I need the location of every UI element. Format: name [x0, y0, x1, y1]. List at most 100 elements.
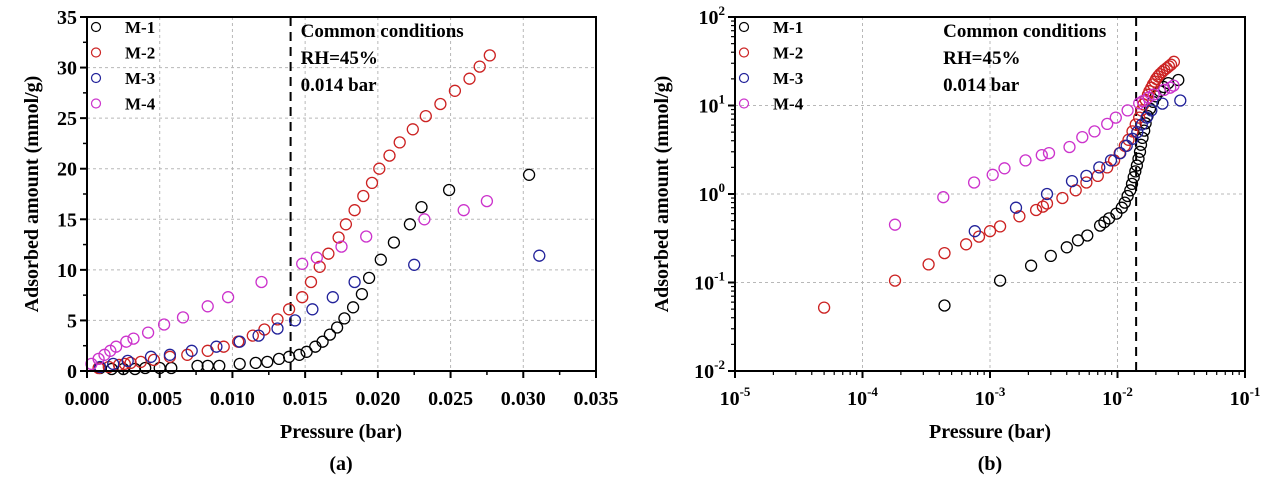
- data-point: [986, 168, 999, 181]
- data-point: [938, 299, 951, 312]
- x-tick-label: 0.035: [574, 388, 619, 410]
- data-point: [1040, 197, 1054, 210]
- data-point: [355, 287, 369, 301]
- data-point: [332, 231, 345, 244]
- data-point: [1156, 97, 1169, 110]
- x-tick-labels: 10-5 10-4 10-3 10-2 10-1: [720, 384, 1261, 410]
- data-point: [252, 329, 265, 342]
- data-point: [959, 238, 973, 251]
- y-tick-labels: 0 5 10 15 20 25 30 35: [57, 7, 77, 383]
- annotation-line: 0.014 bar: [301, 75, 378, 96]
- legend-label: M-1: [773, 18, 803, 37]
- data-point: [419, 109, 432, 123]
- data-point: [1124, 184, 1137, 197]
- data-point: [415, 200, 428, 214]
- data-point: [1126, 125, 1139, 138]
- data-points: [817, 55, 1187, 314]
- data-point: [1174, 94, 1187, 107]
- annotation-text: Common conditions RH=45% 0.014 bar: [943, 21, 1106, 96]
- data-point: [473, 60, 486, 73]
- data-point: [1044, 249, 1057, 263]
- annotation-line: Common conditions: [943, 21, 1106, 42]
- data-point: [1167, 79, 1180, 92]
- y-axis-title: Adsorbed amount (mmol/g): [21, 76, 43, 313]
- data-point: [888, 274, 902, 287]
- legend-marker: [90, 21, 102, 33]
- legend-label: M-4: [125, 95, 156, 114]
- data-point: [296, 291, 309, 304]
- legend-item: M-1: [738, 18, 803, 37]
- data-point: [147, 353, 161, 367]
- y-tick-label: 15: [57, 209, 77, 231]
- data-point: [1118, 196, 1131, 209]
- data-point: [1129, 118, 1142, 131]
- data-point: [271, 313, 284, 326]
- data-point: [383, 149, 396, 162]
- data-point: [1036, 200, 1050, 213]
- data-point: [1009, 201, 1023, 214]
- data-point: [296, 257, 309, 270]
- chart-panel-a: 0.000 0.005 0.010 0.015 0.020 0.025 0.030 0.035…: [21, 7, 619, 475]
- data-point: [306, 303, 319, 316]
- data-point: [888, 218, 902, 231]
- axis-ticks: [80, 16, 597, 378]
- series-m-4: [85, 194, 494, 371]
- y-tick-label: 5: [67, 310, 77, 332]
- data-point: [121, 354, 134, 368]
- x-tick-label: 10-2: [1102, 384, 1133, 410]
- plot-frame: [86, 16, 597, 372]
- data-point: [442, 183, 456, 197]
- legend-item: M-4: [738, 95, 804, 114]
- data-point: [127, 332, 140, 345]
- data-point: [522, 168, 536, 181]
- annotation-line: 0.014 bar: [943, 75, 1020, 96]
- data-point: [1093, 161, 1106, 174]
- data-point: [1056, 191, 1069, 205]
- data-point: [387, 236, 401, 249]
- y-tick-label: 101: [699, 92, 726, 118]
- data-point: [348, 204, 361, 217]
- data-point: [261, 355, 274, 369]
- data-point: [348, 275, 361, 289]
- data-point: [434, 97, 447, 111]
- data-point: [1104, 154, 1118, 167]
- data-point: [141, 326, 155, 339]
- data-point: [968, 225, 981, 238]
- data-point: [1121, 189, 1134, 203]
- data-point: [107, 357, 120, 371]
- legend-item: M-3: [738, 69, 803, 88]
- data-point: [1145, 104, 1158, 117]
- data-point: [185, 344, 198, 357]
- data-point: [938, 246, 951, 260]
- data-point: [360, 230, 373, 243]
- y-tick-label: 10: [57, 260, 77, 282]
- annotation-text: Common conditions RH=45% 0.014 bar: [301, 21, 464, 96]
- series-m-1: [93, 168, 536, 376]
- data-point: [163, 348, 177, 361]
- data-point: [357, 189, 370, 203]
- data-point: [109, 340, 123, 353]
- x-tick-label: 10-3: [975, 384, 1006, 410]
- data-point: [457, 204, 470, 217]
- data-point: [288, 314, 302, 327]
- x-tick-labels: 0.000 0.005 0.010 0.015 0.020 0.025 0.030 0.035: [65, 388, 619, 410]
- data-point: [191, 359, 204, 373]
- panel-label: (b): [978, 453, 1002, 475]
- data-point: [373, 162, 386, 175]
- data-point: [1109, 111, 1122, 124]
- data-point: [255, 275, 268, 289]
- data-point: [967, 176, 981, 189]
- legend-label: M-3: [125, 69, 155, 88]
- legend-item: M-2: [90, 44, 155, 63]
- data-point: [1063, 140, 1076, 154]
- x-axis-title: Pressure (bar): [929, 421, 1051, 443]
- data-point: [323, 328, 337, 341]
- y-tick-label: 102: [699, 3, 726, 29]
- x-tick-label: 0.030: [501, 388, 546, 410]
- data-point: [418, 213, 431, 226]
- data-point: [213, 359, 226, 373]
- data-point: [282, 350, 296, 363]
- legend-marker: [738, 72, 750, 84]
- data-point: [408, 258, 421, 271]
- data-point: [1029, 203, 1043, 217]
